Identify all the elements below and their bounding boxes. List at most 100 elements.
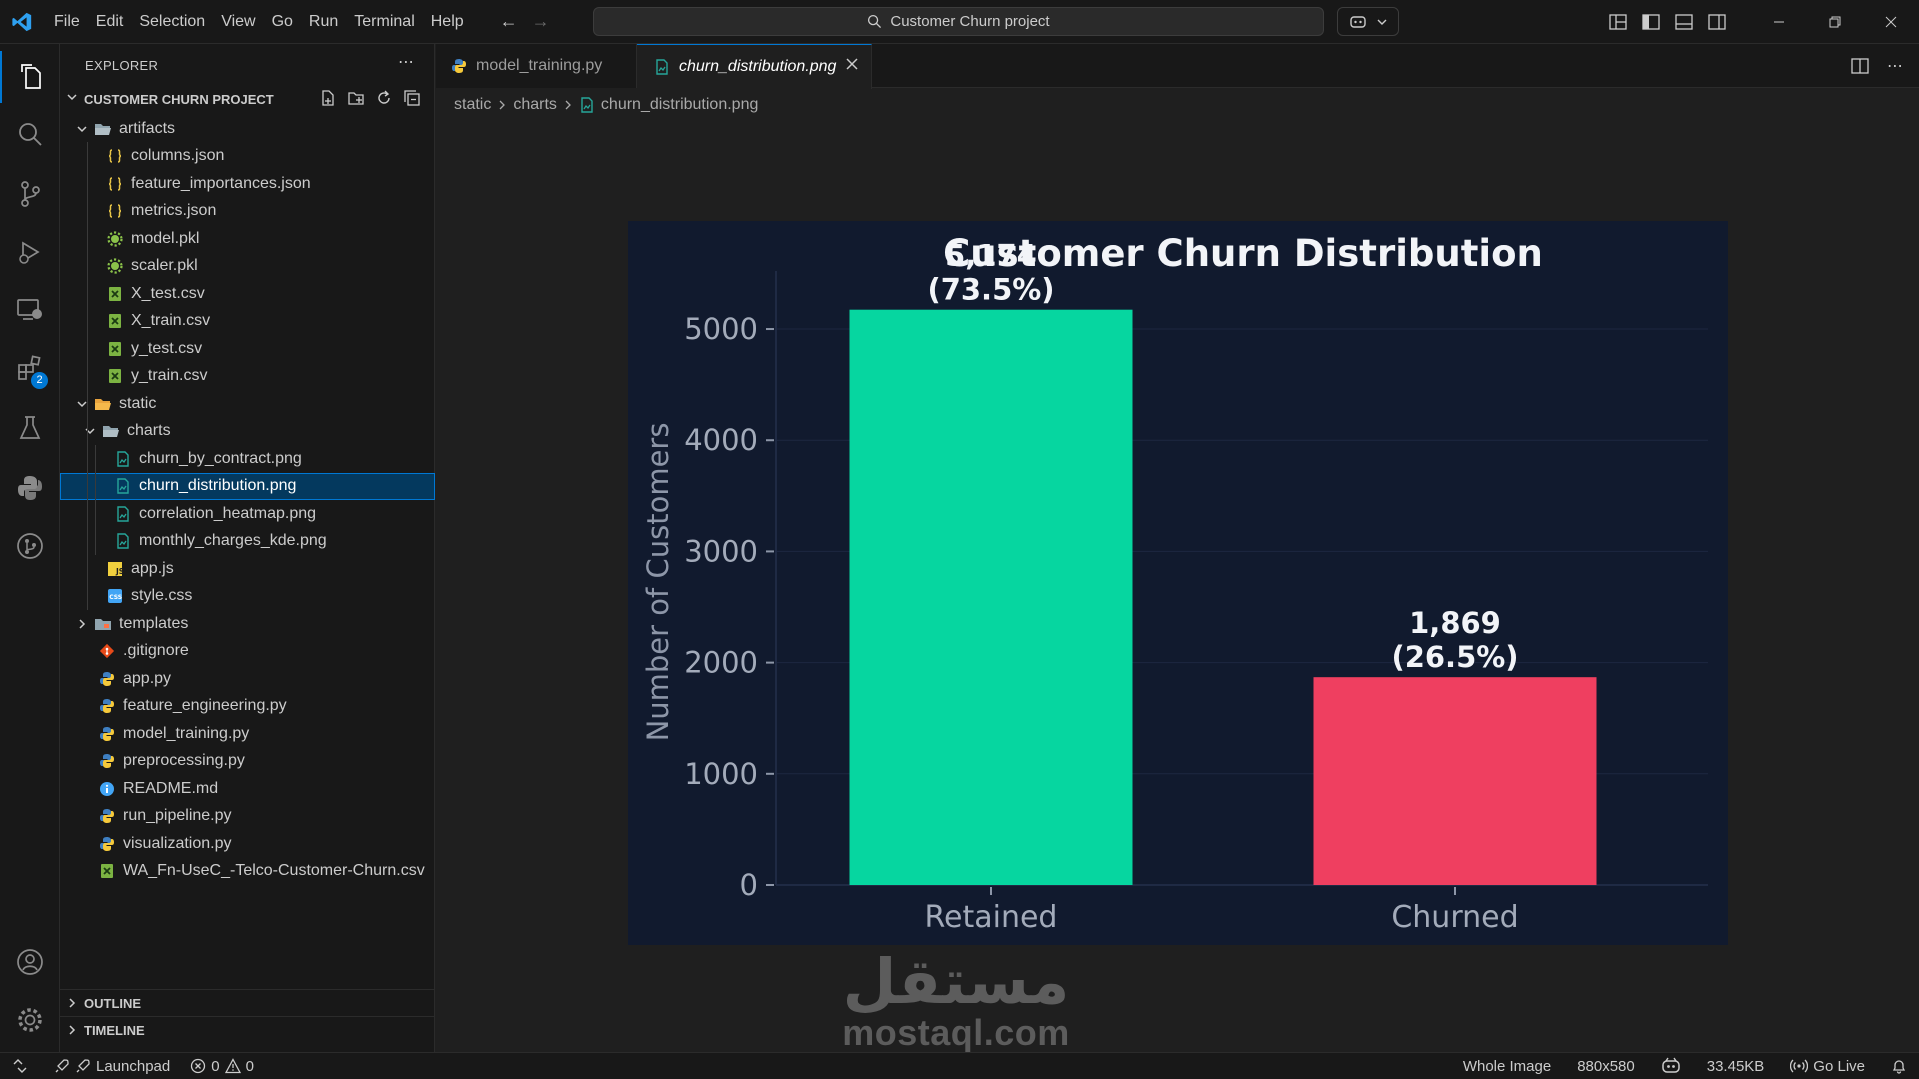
- menu-file[interactable]: File: [54, 12, 80, 30]
- menu-run[interactable]: Run: [308, 12, 339, 30]
- testing-icon[interactable]: [0, 402, 60, 454]
- menu-go[interactable]: Go: [271, 12, 293, 30]
- data-label: (73.5%): [927, 273, 1054, 307]
- breadcrumb-charts[interactable]: charts: [513, 96, 557, 113]
- rocket-icon: [55, 1059, 69, 1073]
- launchpad-item[interactable]: Launchpad: [54, 1058, 170, 1075]
- explorer-icon[interactable]: [0, 51, 60, 103]
- tree-file[interactable]: preprocessing.py: [60, 748, 435, 776]
- minimize-icon[interactable]: [1751, 0, 1807, 44]
- tree-file[interactable]: X_test.csv: [60, 280, 435, 308]
- chart-title: Customer Churn Distribution: [943, 232, 1543, 275]
- tree-item-label: app.py: [123, 669, 172, 687]
- menu-help[interactable]: Help: [430, 12, 464, 30]
- tree-file[interactable]: model_training.py: [60, 720, 435, 748]
- remote-indicator[interactable]: [12, 1058, 28, 1074]
- warning-count: 0: [245, 1057, 254, 1075]
- tree-item-label: preprocessing.py: [123, 752, 245, 770]
- settings-gear-icon[interactable]: [0, 994, 60, 1046]
- refresh-icon[interactable]: [375, 89, 393, 107]
- indent-guide: [87, 142, 88, 610]
- tree-file[interactable]: WA_Fn-UseC_-Telco-Customer-Churn.csv: [60, 858, 435, 886]
- tree-file[interactable]: metrics.json: [60, 198, 435, 226]
- toggle-primary-sidebar-icon[interactable]: [1634, 0, 1667, 44]
- python-icon[interactable]: [0, 462, 60, 514]
- tree-item-label: app.js: [131, 559, 174, 577]
- menu-bar: File Edit Selection View Go Run Terminal…: [46, 0, 472, 44]
- copilot-status-icon[interactable]: [1661, 1057, 1681, 1075]
- tree-file[interactable]: churn_distribution.png: [60, 472, 435, 500]
- customize-layout-icon[interactable]: [1601, 0, 1634, 44]
- toggle-panel-icon[interactable]: [1667, 0, 1700, 44]
- tree-file[interactable]: CSS style.css: [60, 583, 435, 611]
- source-control-icon[interactable]: [0, 168, 60, 220]
- tab-churn-distribution[interactable]: churn_distribution.png: [637, 44, 872, 89]
- tree-file[interactable]: scaler.pkl: [60, 253, 435, 281]
- close-icon[interactable]: [845, 57, 859, 71]
- tree-file[interactable]: app.py: [60, 665, 435, 693]
- remote-explorer-icon[interactable]: [0, 284, 60, 336]
- forward-arrow-icon[interactable]: →: [531, 11, 550, 31]
- tab-model-training[interactable]: model_training.py: [436, 44, 637, 88]
- project-header[interactable]: CUSTOMER CHURN PROJECT: [60, 86, 435, 112]
- close-window-icon[interactable]: [1863, 0, 1919, 44]
- tree-file[interactable]: model.pkl: [60, 225, 435, 253]
- tree-file[interactable]: run_pipeline.py: [60, 803, 435, 831]
- python-file-icon: [98, 725, 116, 743]
- more-actions-icon[interactable]: ⋯: [1887, 58, 1903, 75]
- tree-file[interactable]: columns.json: [60, 143, 435, 171]
- back-arrow-icon[interactable]: ←: [499, 11, 518, 31]
- tree-file[interactable]: .gitignore: [60, 638, 435, 666]
- split-editor-icon[interactable]: [1851, 58, 1869, 74]
- menu-edit[interactable]: Edit: [95, 12, 124, 30]
- tree-folder[interactable]: artifacts: [60, 115, 435, 143]
- tree-folder[interactable]: static: [60, 390, 435, 418]
- tree-file[interactable]: correlation_heatmap.png: [60, 500, 435, 528]
- new-folder-icon[interactable]: [347, 89, 365, 107]
- error-icon: [191, 1058, 206, 1074]
- view-mode[interactable]: Whole Image: [1462, 1057, 1552, 1075]
- new-file-icon[interactable]: [319, 89, 337, 107]
- tree-file[interactable]: README.md: [60, 775, 435, 803]
- search-icon[interactable]: [0, 108, 60, 160]
- notifications-bell-icon[interactable]: [1891, 1058, 1907, 1074]
- tree-folder[interactable]: charts: [60, 418, 435, 446]
- git-graph-icon[interactable]: [0, 520, 60, 572]
- tree-file[interactable]: JS app.js: [60, 555, 435, 583]
- toggle-secondary-sidebar-icon[interactable]: [1700, 0, 1733, 44]
- tree-item-label: columns.json: [131, 147, 225, 165]
- extensions-icon[interactable]: 2: [0, 342, 60, 394]
- tree-file[interactable]: monthly_charges_kde.png: [60, 528, 435, 556]
- tree-folder[interactable]: templates: [60, 610, 435, 638]
- menu-selection[interactable]: Selection: [139, 12, 206, 30]
- timeline-section[interactable]: TIMELINE: [60, 1016, 435, 1043]
- tree-file[interactable]: churn_by_contract.png: [60, 445, 435, 473]
- problems-item[interactable]: 0 0: [190, 1058, 254, 1075]
- python-file-icon: [98, 807, 116, 825]
- chevron-down-icon: [1377, 19, 1387, 25]
- tree-file[interactable]: y_train.csv: [60, 363, 435, 391]
- menu-terminal[interactable]: Terminal: [354, 12, 415, 30]
- breadcrumb-file[interactable]: churn_distribution.png: [600, 96, 759, 113]
- tree-file[interactable]: visualization.py: [60, 830, 435, 858]
- tree-file[interactable]: feature_importances.json: [60, 170, 435, 198]
- menu-view[interactable]: View: [221, 12, 256, 30]
- accounts-icon[interactable]: [0, 936, 60, 988]
- chevron-down-icon: [66, 90, 78, 108]
- chevron-right-icon: [565, 100, 571, 110]
- broadcast-icon: [1790, 1059, 1809, 1073]
- run-debug-icon[interactable]: [0, 226, 60, 278]
- tree-file[interactable]: X_train.csv: [60, 308, 435, 336]
- copilot-button[interactable]: [1337, 7, 1399, 36]
- outline-section[interactable]: OUTLINE: [60, 989, 435, 1016]
- more-actions-icon[interactable]: ⋯: [398, 54, 414, 71]
- tree-file[interactable]: y_test.csv: [60, 335, 435, 363]
- go-live-button[interactable]: Go Live: [1790, 1058, 1865, 1075]
- restore-icon[interactable]: [1807, 0, 1863, 44]
- breadcrumb-static[interactable]: static: [454, 96, 492, 113]
- activity-bar: 2: [0, 44, 60, 1052]
- collapse-all-icon[interactable]: [403, 89, 421, 107]
- info-icon: [98, 780, 116, 798]
- command-center-search[interactable]: Customer Churn project: [593, 7, 1324, 36]
- tree-file[interactable]: feature_engineering.py: [60, 693, 435, 721]
